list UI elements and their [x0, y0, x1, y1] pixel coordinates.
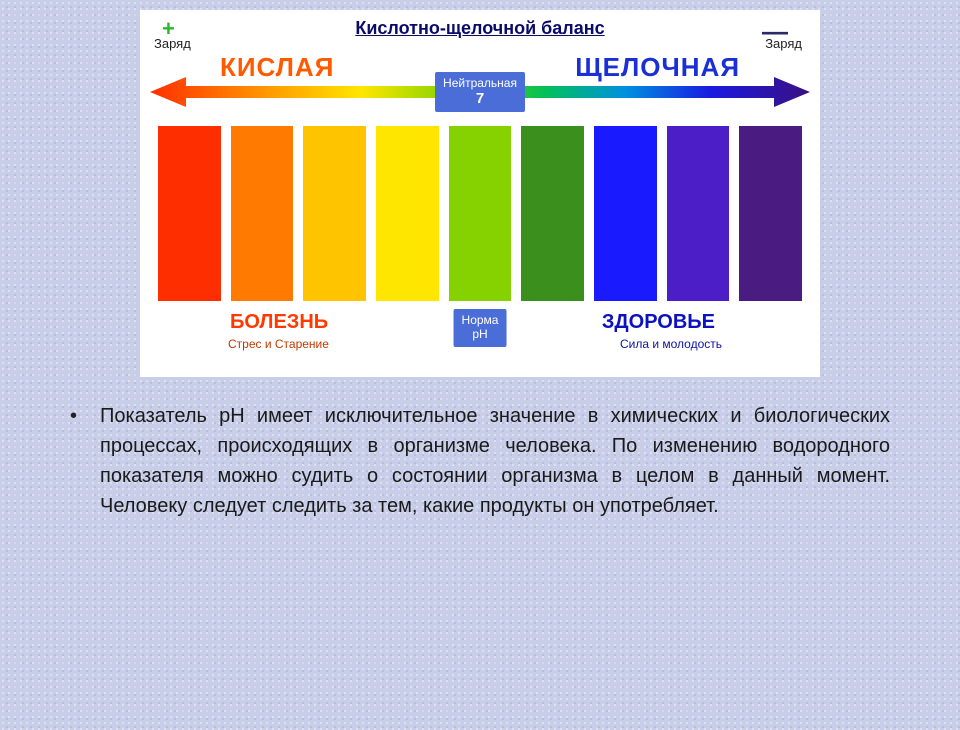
bottom-row: БОЛЕЗНЬ Стрес и Старение Норма pH ЗДОРОВ…	[150, 309, 810, 367]
color-bar-6	[594, 126, 657, 301]
color-bar-1	[231, 126, 294, 301]
health-sublabel: Сила и молодость	[620, 337, 722, 351]
paragraph-text: Показатель pH имеет исключительное значе…	[100, 401, 890, 521]
paragraph-block: • Показатель pH имеет исключительное зна…	[70, 401, 890, 521]
color-bar-7	[667, 126, 730, 301]
disease-sublabel: Стрес и Старение	[228, 337, 329, 351]
ph-balance-diagram: + Заряд Кислотно-щелочной баланс — Заряд…	[140, 10, 820, 377]
norm-label-1: Норма	[462, 314, 499, 328]
color-bar-2	[303, 126, 366, 301]
disease-label: БОЛЕЗНЬ	[230, 311, 328, 334]
color-bar-0	[158, 126, 221, 301]
neutral-value: 7	[443, 90, 517, 108]
arrow-row: КИСЛАЯ ЩЕЛОЧНАЯ Нейтральная 7	[150, 52, 810, 120]
health-label: ЗДОРОВЬЕ	[602, 311, 715, 334]
charge-label-left: Заряд	[154, 36, 191, 51]
charge-label-right: Заряд	[765, 36, 802, 51]
neutral-label: Нейтральная	[443, 76, 517, 90]
color-bar-4	[449, 126, 512, 301]
color-bar-3	[376, 126, 439, 301]
bullet-icon: •	[70, 401, 100, 521]
color-bar-8	[739, 126, 802, 301]
color-bar-5	[521, 126, 584, 301]
diagram-title: Кислотно-щелочной баланс	[355, 18, 604, 39]
header-row: + Заряд Кислотно-щелочной баланс — Заряд	[150, 16, 810, 46]
color-bars	[150, 126, 810, 301]
norm-label-2: pH	[462, 328, 499, 342]
neutral-box: Нейтральная 7	[435, 72, 525, 112]
norm-ph-box: Норма pH	[454, 309, 507, 347]
